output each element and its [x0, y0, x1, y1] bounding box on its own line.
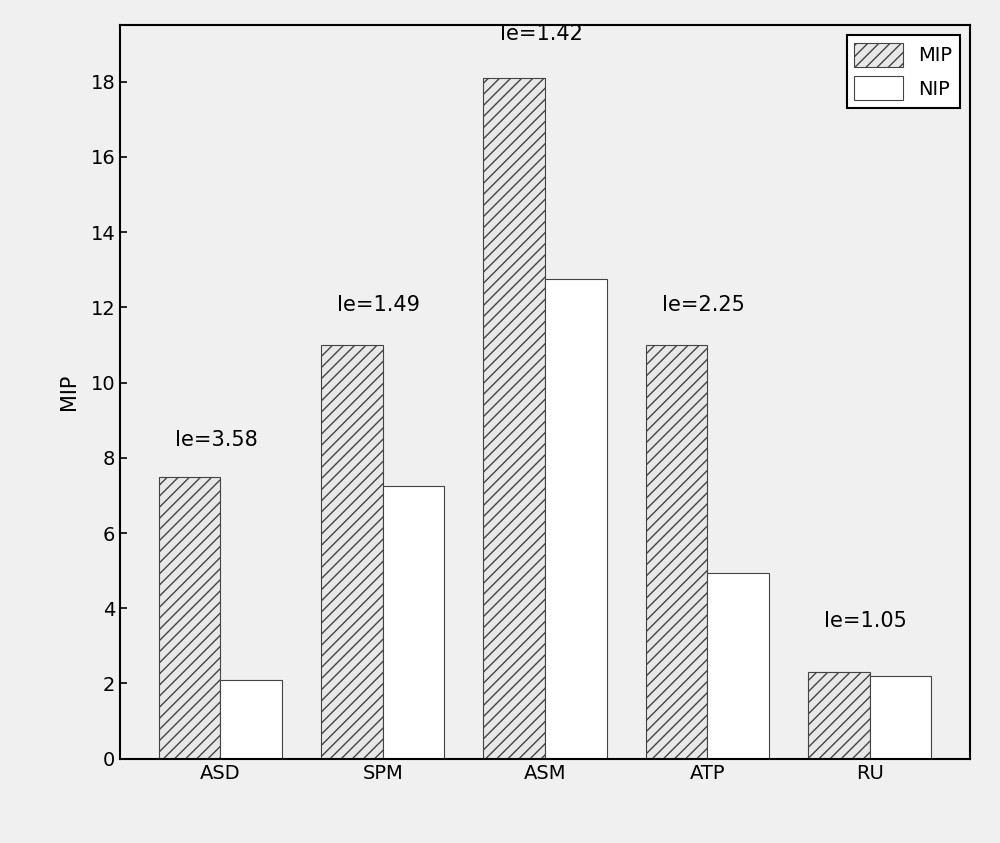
Legend: MIP, NIP: MIP, NIP	[847, 35, 960, 108]
Bar	[483, 78, 545, 759]
Bar	[707, 572, 769, 759]
Y-axis label: MIP: MIP	[59, 373, 79, 411]
Bar	[321, 345, 383, 759]
Text: Ie=2.25: Ie=2.25	[662, 295, 745, 315]
Text: Ie=3.58: Ie=3.58	[175, 430, 258, 450]
Bar	[870, 676, 931, 759]
Bar	[220, 679, 282, 759]
Bar	[808, 672, 870, 759]
Text: Ie=1.05: Ie=1.05	[824, 611, 907, 631]
Text: Ie=1.49: Ie=1.49	[337, 295, 420, 315]
Bar	[646, 345, 707, 759]
Bar	[383, 486, 444, 759]
Bar	[159, 476, 220, 759]
Text: Ie=1.42: Ie=1.42	[500, 24, 582, 44]
Bar	[545, 279, 607, 759]
